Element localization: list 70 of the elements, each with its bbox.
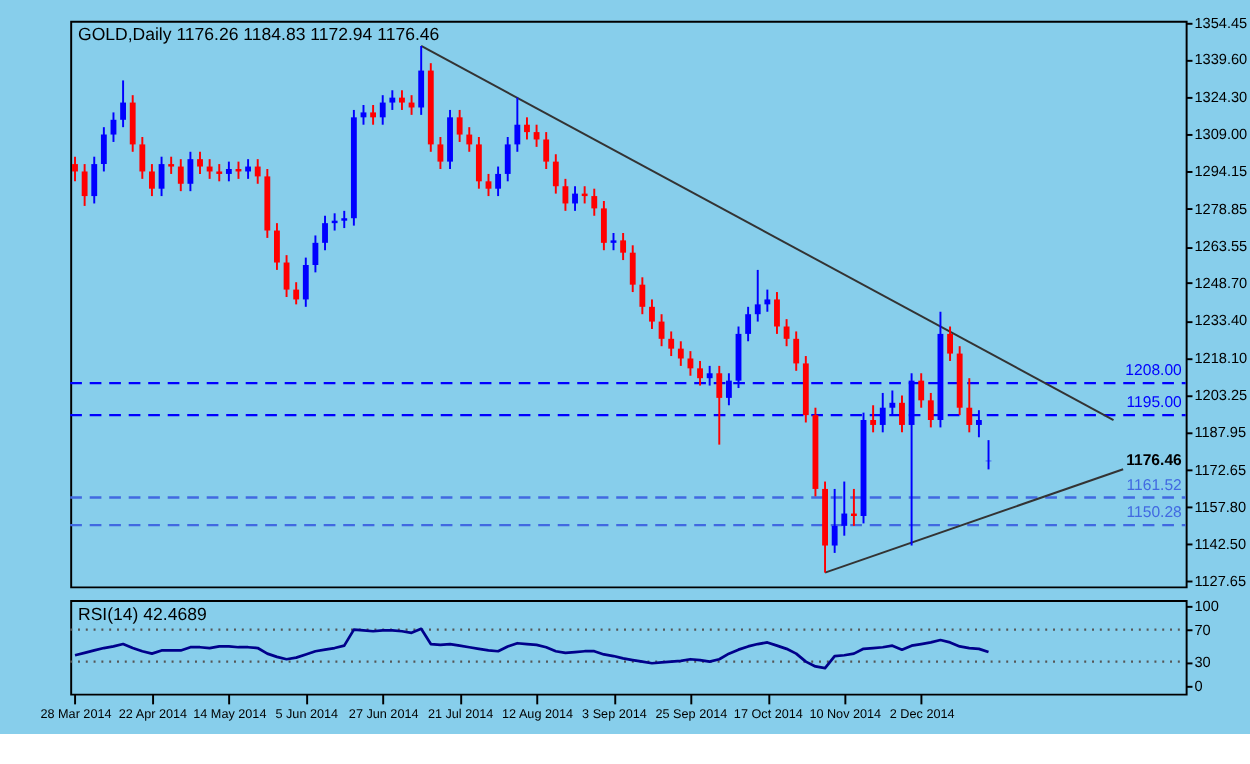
candlestick: [254, 158, 261, 185]
candlestick: [572, 185, 578, 212]
candlestick: [312, 234, 319, 274]
candlestick: [793, 330, 800, 372]
chart-title: GOLD,Daily 1176.26 1184.83 1172.94 1176.46: [78, 24, 440, 45]
candlestick: [475, 136, 482, 190]
candlestick: [197, 150, 203, 175]
candlestick: [514, 96, 521, 153]
candlestick: [918, 372, 925, 409]
ref-line-label: 1150.28: [1126, 503, 1182, 522]
candlestick: [899, 394, 905, 434]
ref-line-label: 1208.00: [1125, 361, 1184, 380]
candlestick: [668, 330, 675, 358]
candlestick: [677, 340, 684, 367]
candlestick: [600, 200, 607, 252]
candlestick: [543, 131, 550, 170]
candlestick: [495, 165, 502, 198]
chart-title: RSI(14) 42.4689: [78, 603, 207, 624]
candlestick: [322, 214, 328, 252]
candlestick: [485, 172, 492, 198]
candlestick: [524, 116, 530, 141]
candlestick: [225, 160, 232, 183]
candlestick: [697, 359, 703, 387]
candlestick: [139, 136, 146, 180]
candlestick: [91, 155, 98, 205]
candlestick: [504, 136, 511, 183]
candlestick: [129, 94, 136, 153]
candlestick: [72, 155, 78, 183]
candlestick: [418, 44, 425, 116]
line-series: [73, 627, 990, 670]
candlestick: [81, 163, 88, 207]
candlestick: [754, 268, 761, 323]
candlestick: [841, 480, 848, 537]
candlestick: [437, 136, 444, 170]
annotation: 1176.46: [1126, 450, 1184, 469]
candlestick: [379, 94, 386, 126]
candlestick: [447, 108, 453, 170]
candlestick: [658, 313, 665, 348]
candlestick: [774, 291, 780, 335]
candlestick: [927, 391, 934, 429]
candlestick: [389, 89, 396, 111]
candlestick: [562, 177, 569, 212]
ref-line-label: 1195.00: [1126, 393, 1184, 412]
candlestick: [966, 377, 973, 434]
candlestick: [399, 89, 405, 111]
candlestick: [716, 364, 723, 446]
candlestick: [456, 108, 463, 143]
candlestick: [120, 79, 127, 129]
candlestick: [783, 318, 790, 348]
candlestick: [649, 298, 655, 330]
candlestick: [764, 288, 771, 313]
ref-line-label: 1161.52: [1126, 475, 1182, 494]
candlestick: [466, 126, 473, 153]
candlestick: [831, 487, 838, 554]
candlestick: [745, 305, 752, 343]
candlestick: [639, 276, 646, 316]
candlestick: [274, 222, 280, 271]
candlestick: [947, 325, 953, 362]
candlestick: [187, 150, 194, 193]
candlestick: [629, 244, 636, 294]
candlestick: [149, 163, 155, 198]
candlestick: [177, 158, 184, 193]
candlestick: [870, 404, 877, 434]
candlestick: [293, 281, 300, 306]
candlestick: [302, 256, 309, 308]
candlestick: [552, 153, 559, 195]
candlestick: [370, 104, 377, 126]
candlestick: [591, 187, 598, 217]
candlestick: [100, 126, 107, 173]
candlestick: [620, 232, 627, 262]
